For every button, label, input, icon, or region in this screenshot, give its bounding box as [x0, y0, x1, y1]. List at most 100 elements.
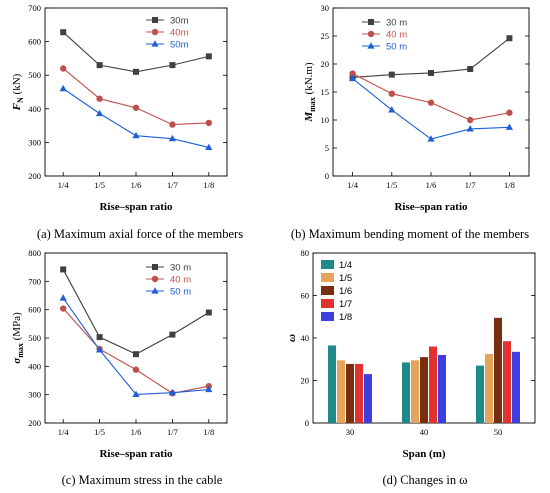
legend-swatch [321, 299, 334, 308]
series-30m [60, 29, 212, 75]
legend-label: 1/6 [339, 286, 352, 297]
data-point [205, 119, 212, 127]
data-point [205, 309, 212, 316]
x-tick-label: 40 [420, 427, 429, 437]
data-point [388, 106, 396, 113]
data-point [96, 62, 103, 69]
data-point [132, 366, 140, 373]
legend-label: 50 m [386, 42, 407, 53]
legend-entry: 30 m [146, 263, 191, 274]
data-point [388, 71, 395, 78]
legend-label: 1/8 [339, 312, 352, 323]
x-tick-label: 50 [494, 427, 503, 437]
legend-marker [152, 17, 158, 23]
x-tick-label: 1/7 [167, 180, 178, 190]
x-tick-label: 1/4 [58, 180, 70, 190]
legend-swatch [321, 286, 334, 295]
chart-panel-d: 0 20 40 60 80 ω Span (m) (d) Changes in ω 30 40 50… [286, 248, 536, 487]
chart-caption: (c) Maximum stress in the cable [62, 473, 223, 487]
bar [503, 341, 511, 423]
bar [364, 374, 372, 423]
legend-entry: 1/5 [321, 273, 352, 284]
bar [328, 345, 336, 423]
x-tick-label: 1/5 [94, 180, 105, 190]
y-tick-label: 40 [301, 333, 310, 343]
y-tick-label: 300 [28, 390, 41, 400]
legend-marker [367, 30, 375, 38]
legend-marker [151, 275, 159, 283]
legend-entry: 1/7 [321, 299, 352, 310]
data-point [205, 53, 212, 60]
data-point [388, 90, 395, 97]
legend-label: 30 m [170, 263, 191, 274]
data-point [60, 266, 67, 273]
legend-label: 40 m [170, 275, 191, 286]
y-tick-label: 700 [28, 3, 41, 13]
legend-marker [151, 28, 159, 36]
data-point [467, 66, 474, 73]
legend-entry: 40 m [146, 275, 191, 286]
y-axis-label: ω [286, 334, 298, 342]
y-tick-label: 600 [28, 305, 41, 315]
data-point [59, 294, 67, 301]
x-axis-label: Rise–span ratio [99, 201, 173, 213]
y-tick-label: 20 [321, 59, 330, 69]
series-line [62, 297, 209, 395]
y-tick-label: 400 [28, 361, 41, 371]
data-point [506, 109, 513, 116]
series-1-7 [355, 341, 511, 423]
plot-frame [44, 252, 228, 424]
data-point [168, 388, 176, 396]
bar [355, 363, 363, 423]
bar [346, 363, 354, 423]
legend-swatch [321, 260, 334, 269]
data-point [205, 143, 213, 151]
plot-frame [332, 7, 530, 177]
data-point [133, 68, 139, 75]
legend-label: 50m [170, 40, 189, 51]
data-point [96, 346, 104, 353]
y-tick-label: 0 [305, 418, 309, 428]
data-point [169, 62, 176, 69]
data-point [349, 70, 356, 77]
data-point [349, 74, 357, 82]
legend-label: 30m [170, 16, 189, 27]
x-tick-label: 1/8 [504, 180, 515, 190]
bar [420, 357, 428, 423]
legend-marker [151, 40, 159, 47]
legend-label: 50 m [170, 287, 191, 298]
data-point [60, 29, 67, 36]
series-30m [349, 35, 513, 81]
x-tick-label: 30 [346, 427, 355, 437]
series-line [62, 68, 209, 126]
data-point [169, 121, 176, 128]
x-axis-label: Span (m) [402, 448, 445, 460]
data-point [467, 116, 474, 124]
x-tick-label: 1/4 [347, 180, 359, 190]
y-tick-label: 300 [28, 137, 41, 147]
data-point [506, 35, 513, 42]
x-tick-label: 1/6 [131, 180, 142, 190]
x-tick-label: 1/8 [203, 180, 214, 190]
y-tick-label: 200 [28, 171, 41, 181]
legend-entry: 1/6 [321, 286, 352, 297]
y-tick-label: 15 [321, 87, 330, 97]
legend-entry: 1/8 [321, 312, 352, 323]
bar [512, 351, 520, 423]
y-tick-label: 700 [28, 276, 41, 286]
y-tick-label: 800 [28, 248, 41, 258]
data-point [427, 135, 435, 142]
data-point [428, 69, 434, 76]
series-1-5 [337, 353, 493, 423]
x-tick-label: 1/5 [386, 180, 397, 190]
legend-label: 1/5 [339, 273, 352, 284]
legend-label: 40m [170, 28, 189, 39]
legend-entry: 40m [146, 28, 189, 39]
legend-entry: 50m [146, 40, 189, 51]
bar [438, 355, 446, 423]
y-axis-label: FN (kN) [11, 73, 25, 111]
data-point [427, 99, 435, 106]
data-point [132, 104, 140, 111]
y-axis-label: σmax (MPa) [11, 312, 25, 364]
legend-entry: 30 m [362, 18, 407, 29]
